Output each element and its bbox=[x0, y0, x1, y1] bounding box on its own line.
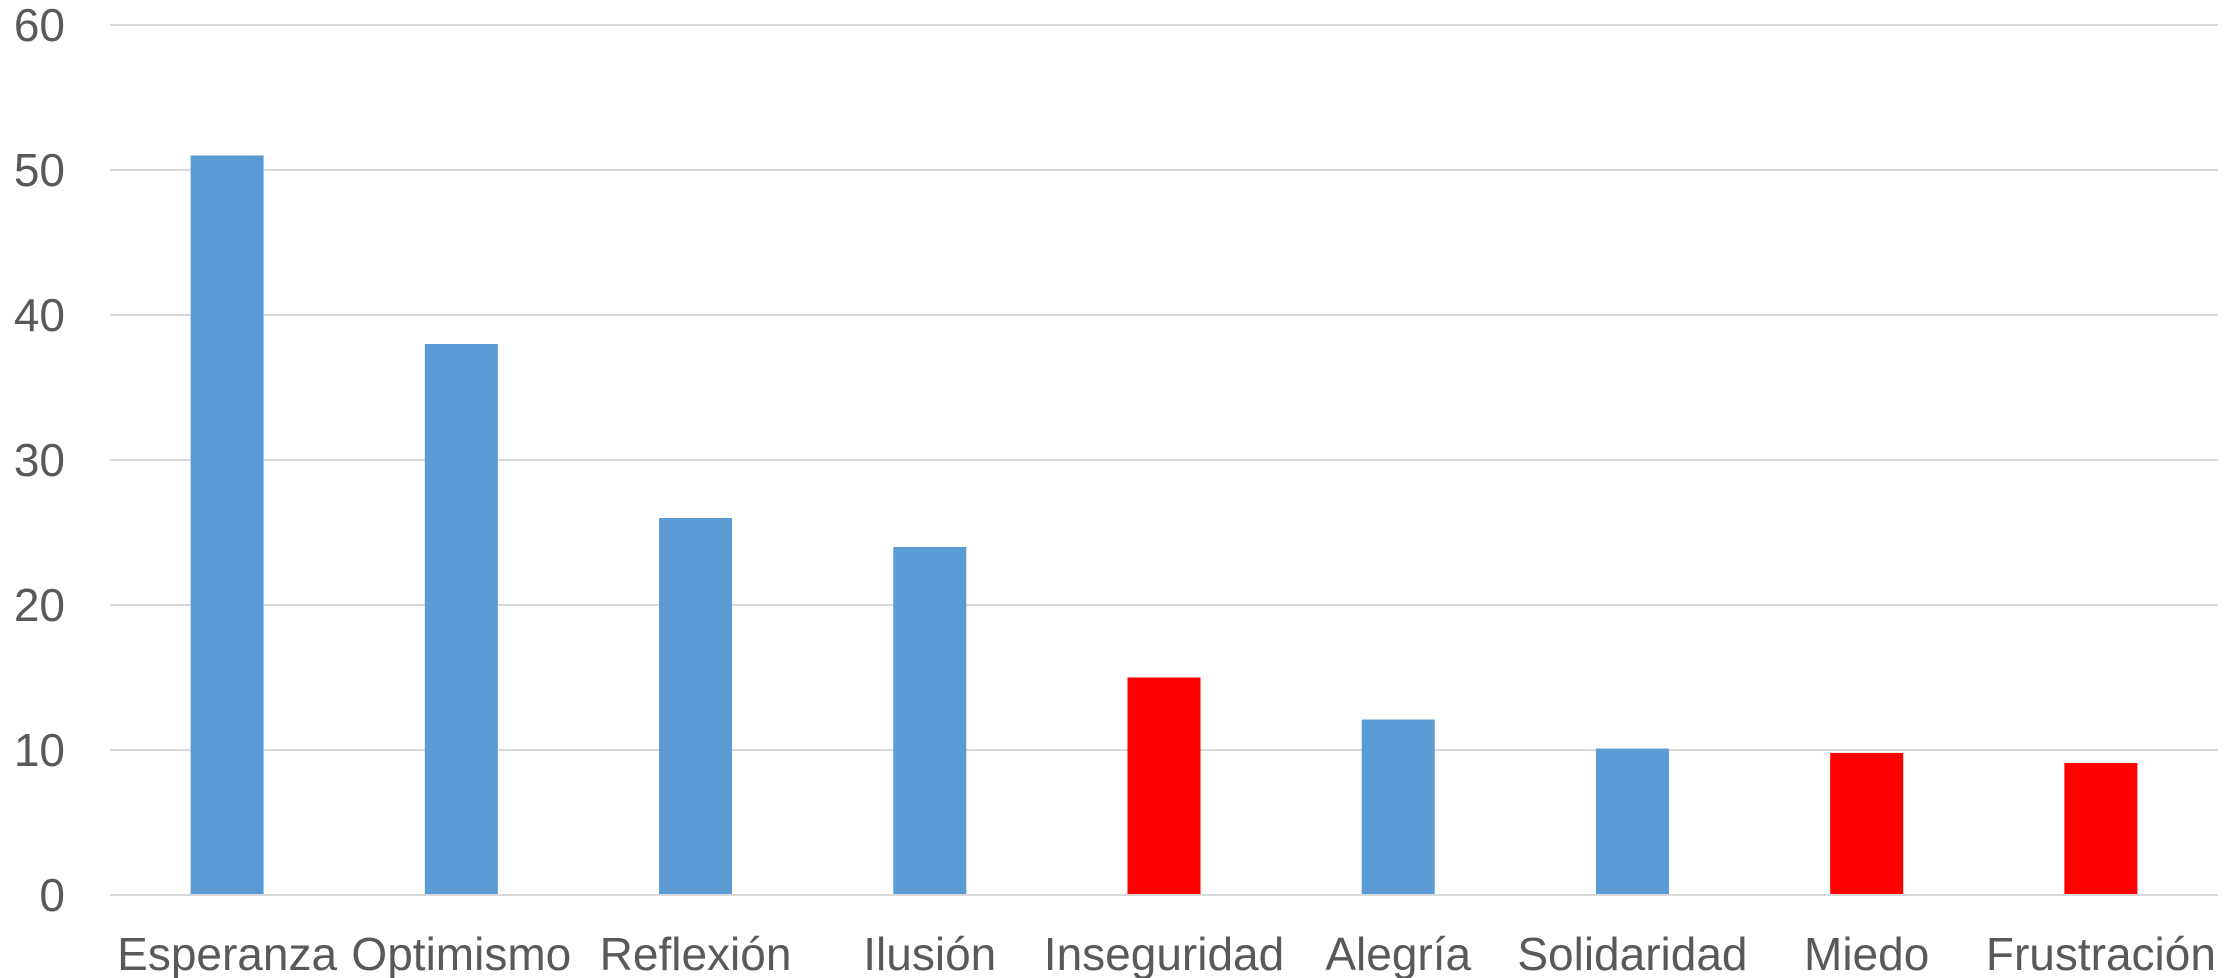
x-category-label: Solidaridad bbox=[1517, 928, 1747, 978]
bar-inseguridad bbox=[1127, 677, 1201, 895]
bar-frustracion bbox=[2064, 763, 2138, 895]
y-tick-label: 50 bbox=[14, 144, 65, 196]
x-category-label: Frustración bbox=[1986, 928, 2216, 978]
bar-esperanza bbox=[190, 155, 264, 895]
x-category-label: Reflexión bbox=[600, 928, 792, 978]
bars bbox=[190, 155, 2138, 895]
y-tick-label: 0 bbox=[39, 869, 65, 921]
bar-alegria bbox=[1361, 719, 1435, 895]
bar-ilusion bbox=[893, 547, 967, 895]
bar-solidaridad bbox=[1595, 748, 1669, 895]
x-category-label: Miedo bbox=[1804, 928, 1929, 978]
y-tick-label: 60 bbox=[14, 0, 65, 51]
bar-reflexion bbox=[659, 518, 733, 895]
x-axis-category-labels: Esperanza Optimismo Reflexión Ilusión Insegu… bbox=[117, 928, 2216, 978]
y-tick-label: 40 bbox=[14, 289, 65, 341]
bar-miedo bbox=[1830, 752, 1904, 895]
y-tick-label: 10 bbox=[14, 724, 65, 776]
x-category-label: Alegría bbox=[1325, 928, 1471, 978]
y-axis-tick-labels: 0 10 20 30 40 50 60 bbox=[14, 0, 65, 921]
bar-optimismo bbox=[424, 344, 498, 895]
x-category-label: Ilusión bbox=[863, 928, 996, 978]
y-tick-label: 20 bbox=[14, 579, 65, 631]
x-category-label: Esperanza bbox=[117, 928, 337, 978]
x-category-label: Optimismo bbox=[351, 928, 571, 978]
y-tick-label: 30 bbox=[14, 434, 65, 486]
x-category-label: Inseguridad bbox=[1044, 928, 1284, 978]
